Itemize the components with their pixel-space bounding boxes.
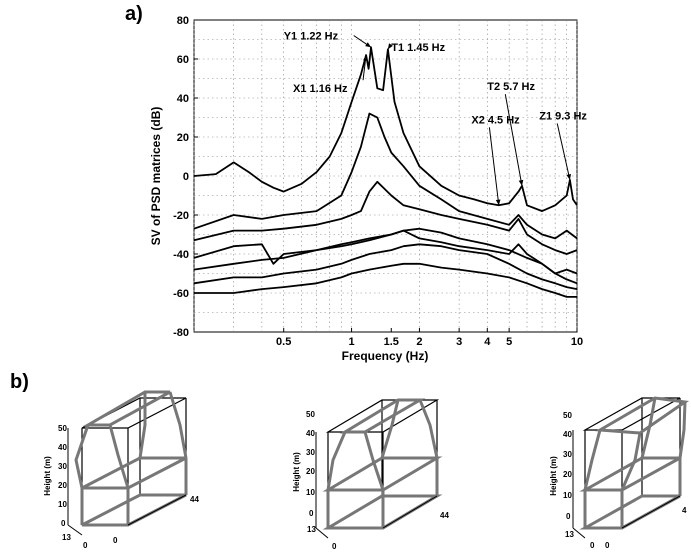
mode-shape-1: 50 40 30 20 10 0 Height (m) 13 0 0 44 xyxy=(43,390,199,550)
x-tick-label: 4 xyxy=(484,336,491,348)
mode-1-depth-tick: 13 xyxy=(62,533,71,542)
mode-3-z-tick-30: 30 xyxy=(563,450,572,459)
mode-shape-3: 50 40 30 20 10 0 Height (m) 13 0 0 4 xyxy=(549,396,690,550)
series-group xyxy=(193,46,578,298)
mode-shape-3-deformed xyxy=(579,396,690,530)
panel-b-label: b) xyxy=(10,371,29,393)
mode-3-x-tick-a: 0 xyxy=(590,541,595,550)
mode-3-z-tick-0: 0 xyxy=(566,512,571,521)
x-axis-title: Frequency (Hz) xyxy=(342,349,429,363)
annotation-arrow xyxy=(556,123,571,181)
annotation-arrow xyxy=(488,127,500,206)
mode-3-z-tick-40: 40 xyxy=(563,430,572,439)
annotation-arrow xyxy=(504,94,523,186)
series-line-7 xyxy=(194,262,577,298)
mode-2-width-tick: 44 xyxy=(440,511,449,520)
mode-3-height-label: Height (m) xyxy=(549,456,558,496)
mode-3-depth-tick: 13 xyxy=(565,530,574,539)
mode-1-z-tick-30: 30 xyxy=(58,462,67,471)
mode-3-x-tick-b: 0 xyxy=(605,541,610,550)
series-line-6 xyxy=(193,243,578,290)
annotation-arrowhead xyxy=(566,174,571,180)
mode-2-z-tick-20: 20 xyxy=(306,467,315,476)
x-tick-label: 0.5 xyxy=(276,336,291,348)
y-tick-label: 80 xyxy=(177,15,189,27)
annotations: Y1 1.22 Hz T1 1.45 Hz X1 1.16 Hz T2 5.7 Hz X… xyxy=(284,31,587,206)
peak-annotation-label: X2 4.5 Hz xyxy=(471,114,520,126)
mode-1-z-tick-0: 0 xyxy=(61,519,66,528)
peak-annotation-label: T1 1.45 Hz xyxy=(391,42,445,54)
annotation-arrowhead xyxy=(363,55,368,61)
y-tick-label: 60 xyxy=(177,54,189,66)
mode-1-z-tick-10: 10 xyxy=(58,500,67,509)
grid xyxy=(193,20,578,332)
peak-annotation-label: T2 5.7 Hz xyxy=(487,81,535,93)
mode-2-z-tick-10: 10 xyxy=(306,488,315,497)
peak-annotation-label: X1 1.16 Hz xyxy=(293,83,348,95)
mode-2-depth-tick: 13 xyxy=(307,525,316,534)
annotation-arrowhead xyxy=(365,42,371,48)
annotation-arrowhead xyxy=(387,43,393,50)
mode-1-width-tick: 44 xyxy=(190,495,199,504)
peak-annotation-label: Z1 9.3 Hz xyxy=(539,110,587,122)
mode-2-x-tick: 0 xyxy=(332,542,337,551)
mode-3-z-tick-10: 10 xyxy=(563,491,572,500)
y-tick-label: -80 xyxy=(173,327,189,339)
mode-shape-1-deformed xyxy=(74,390,188,527)
mode-3-z-tick-50: 50 xyxy=(563,411,572,420)
mode-3-width-tick: 4 xyxy=(682,506,687,515)
series-line-1 xyxy=(193,46,578,212)
mode-2-z-tick-0: 0 xyxy=(309,509,314,518)
series-line-5 xyxy=(193,227,578,285)
ticks: 0.5 1 1.5 2 3 4 5 10 -80 -60 -40 -20 0 20 40 60 80 xyxy=(173,15,583,348)
mode-1-height-label: Height (m) xyxy=(43,456,52,496)
x-tick-label: 3 xyxy=(456,336,462,348)
y-tick-label: 20 xyxy=(177,132,189,144)
y-tick-label: 40 xyxy=(177,93,189,105)
x-tick-label: 1.5 xyxy=(384,336,399,348)
y-tick-label: 0 xyxy=(183,171,189,183)
annotation-arrowhead xyxy=(518,179,524,186)
peak-annotation-label: Y1 1.22 Hz xyxy=(284,31,339,43)
mode-2-z-tick-30: 30 xyxy=(306,448,315,457)
annotation-arrowhead xyxy=(495,199,501,206)
y-tick-label: -40 xyxy=(173,249,189,261)
mode-1-x-tick-a: 0 xyxy=(83,541,88,550)
mode-2-z-tick-50: 50 xyxy=(306,410,315,419)
mode-2-z-tick-40: 40 xyxy=(306,429,315,438)
x-tick-label: 2 xyxy=(416,336,422,348)
mode-1-x-tick-b: 0 xyxy=(113,536,118,545)
series-line-2 xyxy=(193,112,578,240)
x-tick-label: 1 xyxy=(349,336,355,348)
panel-a-label: a) xyxy=(125,3,143,25)
series-line-3 xyxy=(193,180,578,255)
mode-1-z-tick-40: 40 xyxy=(58,443,67,452)
mode-1-z-tick-20: 20 xyxy=(58,481,67,490)
mode-shape-2: 50 40 30 20 10 0 Height (m) 13 0 44 xyxy=(292,398,449,551)
mode-2-height-label: Height (m) xyxy=(292,452,301,492)
psd-chart: 0.5 1 1.5 2 3 4 5 10 -80 -60 -40 -20 0 20 40 60 80 Y1 1.… xyxy=(149,15,587,363)
x-tick-label: 10 xyxy=(571,336,583,348)
mode-1-z-tick-50: 50 xyxy=(58,424,67,433)
x-tick-label: 5 xyxy=(506,336,512,348)
mode-3-z-tick-20: 20 xyxy=(563,470,572,479)
y-tick-label: -20 xyxy=(173,210,189,222)
y-tick-label: -60 xyxy=(173,288,189,300)
y-axis-title: SV of PSD matrices (dB) xyxy=(149,107,163,246)
